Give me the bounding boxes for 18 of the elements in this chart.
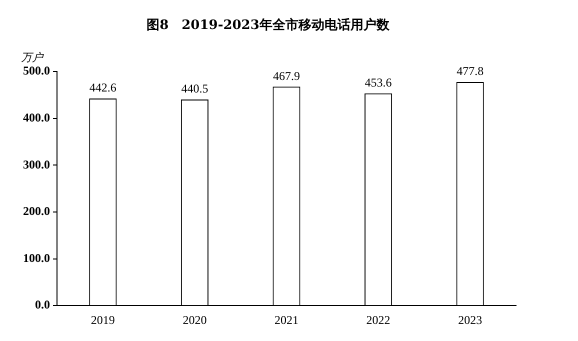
y-tick-label: 400.0 (23, 110, 50, 124)
y-tick-label: 100.0 (23, 250, 50, 265)
chart-title: 图8 2019-2023年全市移动电话用户数 (146, 17, 390, 34)
x-tick-label: 2019 (90, 312, 115, 327)
data-label: 453.6 (364, 75, 392, 90)
data-label: 440.5 (181, 82, 208, 96)
x-tick-label: 2021 (274, 312, 298, 327)
data-label: 467.9 (273, 68, 300, 83)
x-tick-label: 2023 (458, 312, 482, 327)
x-tick-label: 2020 (182, 312, 207, 327)
data-label: 442.6 (89, 80, 116, 95)
x-tick-label: 2022 (366, 312, 390, 327)
y-tick-label: 500.0 (23, 64, 50, 78)
y-tick-label: 300.0 (23, 157, 50, 172)
y-tick-label: 0.0 (35, 298, 50, 312)
y-axis-title: 万户 (21, 50, 44, 64)
y-tick-label: 200.0 (23, 204, 50, 218)
data-label: 477.8 (456, 64, 484, 78)
